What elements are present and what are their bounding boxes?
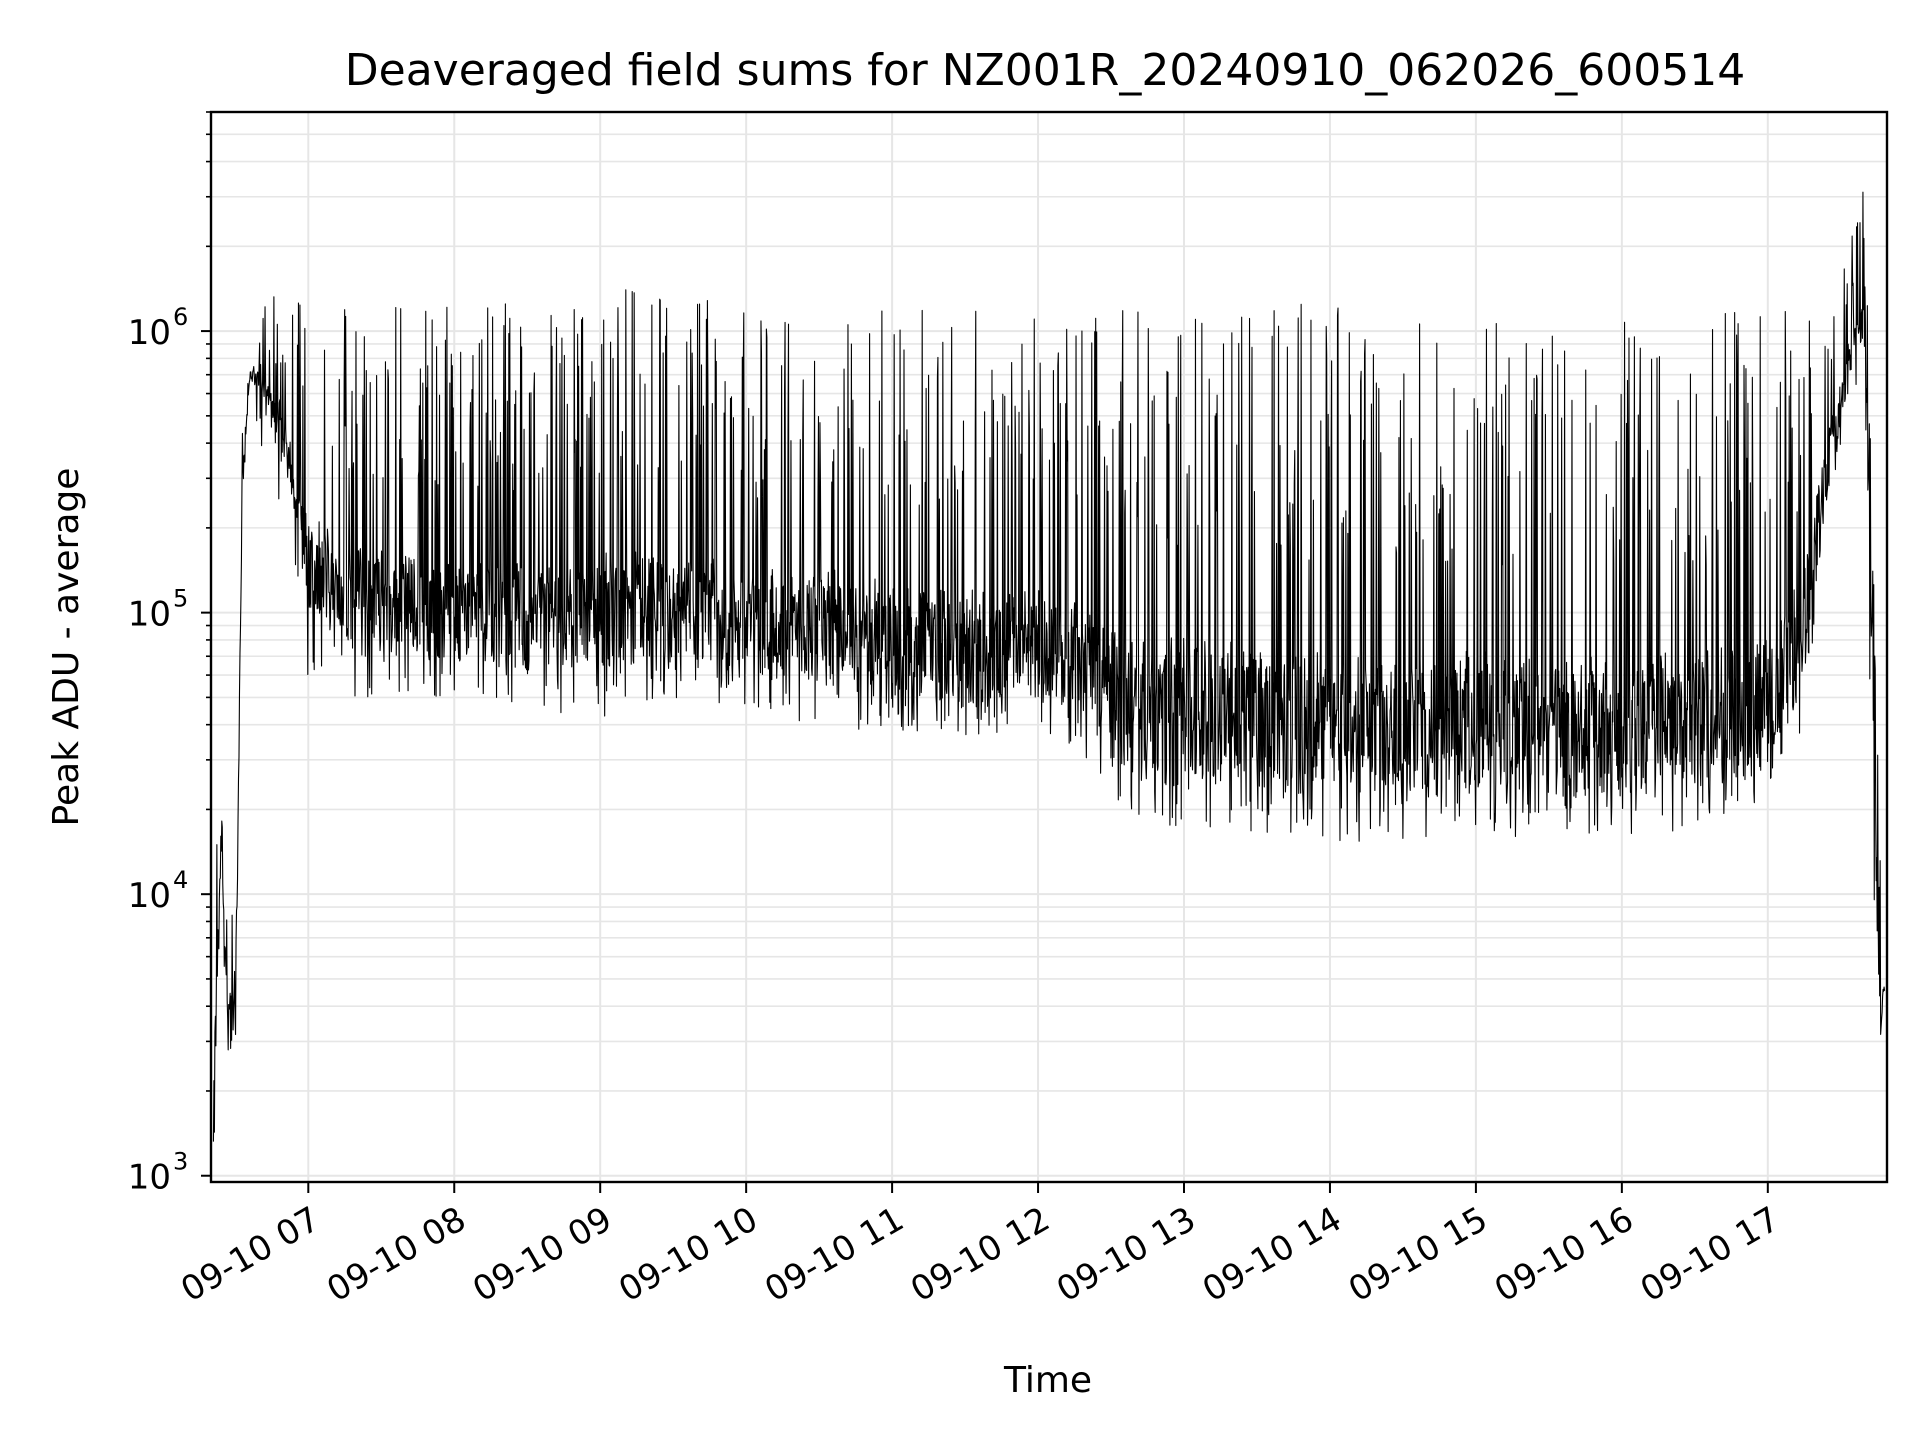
y-tick-label-exponent: 6 [173,303,188,331]
series-layer [212,191,1886,1142]
grid-layer [211,111,1887,1182]
x-axis-label: Time [1003,1360,1092,1401]
y-tick-label-exponent: 4 [173,866,188,894]
y-tick-label: 10 [128,876,171,916]
y-tick-label: 10 [128,1158,171,1198]
y-tick-label-exponent: 5 [173,585,188,613]
plot-area-frame [209,110,1889,1184]
y-tick-label: 10 [128,313,171,353]
y-tick-label: 10 [128,595,171,635]
y-tick-label-exponent: 3 [173,1148,188,1176]
y-axis-label: Peak ADU - average [46,468,87,827]
chart-title: Deaveraged field sums for NZ001R_2024091… [345,45,1745,96]
series-line [212,191,1886,1142]
